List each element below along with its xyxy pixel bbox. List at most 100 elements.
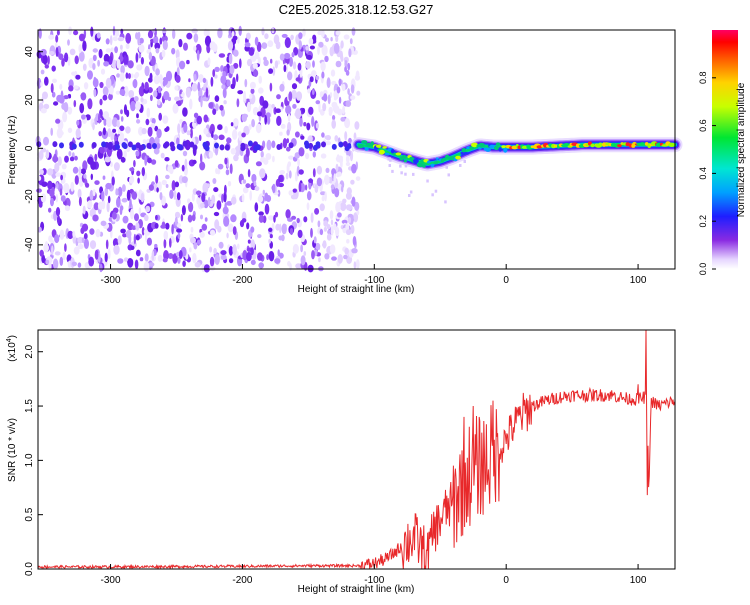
track-cell xyxy=(471,142,478,148)
x-tick-label: -200 xyxy=(232,275,252,286)
noise-cell xyxy=(172,103,179,114)
noise-cell xyxy=(297,62,302,71)
noise-cell xyxy=(69,48,76,56)
x-tick-label: -200 xyxy=(232,575,252,586)
noise-cell xyxy=(298,40,302,50)
noise-cell xyxy=(55,193,59,203)
noise-cell xyxy=(186,32,193,40)
noise-cell xyxy=(193,242,198,250)
noise-cell xyxy=(172,29,176,40)
noise-cell xyxy=(154,222,159,229)
noise-cell xyxy=(216,200,222,210)
noise-cell xyxy=(163,91,170,101)
track-cell xyxy=(498,147,502,152)
noise-cell xyxy=(138,44,145,53)
noise-cell xyxy=(318,41,324,48)
noise-cell xyxy=(151,159,157,165)
track-cell xyxy=(430,163,435,168)
noise-cell xyxy=(196,49,200,61)
noise-cell xyxy=(172,253,178,264)
noise-cell xyxy=(241,193,245,203)
y-tick-label: 0 xyxy=(24,145,35,151)
noise-cell xyxy=(102,111,110,120)
noise-cell xyxy=(51,91,56,98)
noise-cell xyxy=(258,214,264,223)
noise-cell xyxy=(131,144,137,151)
noise-cell xyxy=(155,214,158,221)
colorbar-tick-label: 0.4 xyxy=(698,167,708,180)
noise-cell xyxy=(244,42,251,48)
noise-cell xyxy=(59,188,63,196)
noise-cell xyxy=(88,256,95,267)
noise-cell xyxy=(94,180,100,186)
noise-cell xyxy=(176,137,180,145)
noise-cell xyxy=(272,155,275,163)
track-cell xyxy=(640,142,645,146)
noise-cell xyxy=(295,91,303,101)
noise-cell xyxy=(279,170,286,175)
noise-cell xyxy=(325,141,332,146)
noise-cell xyxy=(273,214,276,223)
noise-cell xyxy=(193,33,199,43)
noise-cell xyxy=(312,60,315,68)
noise-cell xyxy=(149,72,153,81)
noise-cell xyxy=(323,93,328,102)
noise-cell xyxy=(338,78,342,87)
noise-cell xyxy=(36,188,42,193)
noise-cell xyxy=(274,60,279,69)
noise-cell xyxy=(63,183,70,194)
noise-cell xyxy=(299,117,303,127)
noise-cell xyxy=(271,103,275,109)
noise-cell xyxy=(321,141,326,148)
noise-cell xyxy=(203,264,210,273)
noise-cell xyxy=(228,53,233,65)
noise-cell xyxy=(267,40,274,48)
noise-cell xyxy=(51,245,54,256)
noise-cell xyxy=(112,117,118,128)
noise-cell xyxy=(243,90,247,102)
noise-cell xyxy=(321,195,325,202)
noise-cell xyxy=(62,111,68,123)
noise-cell xyxy=(42,54,48,65)
noise-cell xyxy=(247,140,253,147)
noise-cell xyxy=(66,254,72,263)
noise-cell xyxy=(283,52,291,60)
noise-cell xyxy=(299,69,303,78)
noise-cell xyxy=(171,47,176,55)
noise-cell xyxy=(159,192,163,201)
noise-cell xyxy=(89,240,97,250)
noise-cell xyxy=(157,85,162,94)
noise-cell xyxy=(39,169,44,175)
noise-cell xyxy=(64,243,67,252)
noise-cell xyxy=(236,98,240,108)
noise-cell xyxy=(314,208,320,215)
noise-cell xyxy=(345,161,351,167)
noise-cell xyxy=(116,73,121,78)
noise-cell xyxy=(176,223,181,228)
chart-title: C2E5.2025.318.12.53.G27 xyxy=(279,2,434,17)
noise-cell xyxy=(111,176,115,186)
noise-cell xyxy=(122,143,128,150)
noise-cell xyxy=(331,143,337,150)
noise-cell xyxy=(340,202,347,212)
track-scatter xyxy=(399,164,402,168)
noise-cell xyxy=(52,155,59,163)
noise-cell xyxy=(90,26,94,37)
noise-cell xyxy=(127,258,134,268)
noise-cell xyxy=(131,191,138,200)
noise-cell xyxy=(346,239,350,244)
noise-cell xyxy=(338,141,344,148)
track-cell xyxy=(361,140,368,144)
noise-cell xyxy=(143,261,150,272)
noise-cell xyxy=(44,76,49,86)
noise-cell xyxy=(220,250,227,256)
noise-cell xyxy=(266,254,269,261)
noise-cell xyxy=(342,105,346,115)
noise-cell xyxy=(177,232,181,239)
noise-cell xyxy=(178,38,183,48)
noise-cell xyxy=(355,176,361,182)
noise-cell xyxy=(102,86,109,97)
noise-cell xyxy=(224,144,230,151)
noise-cell xyxy=(79,103,85,114)
noise-cell xyxy=(205,183,211,188)
